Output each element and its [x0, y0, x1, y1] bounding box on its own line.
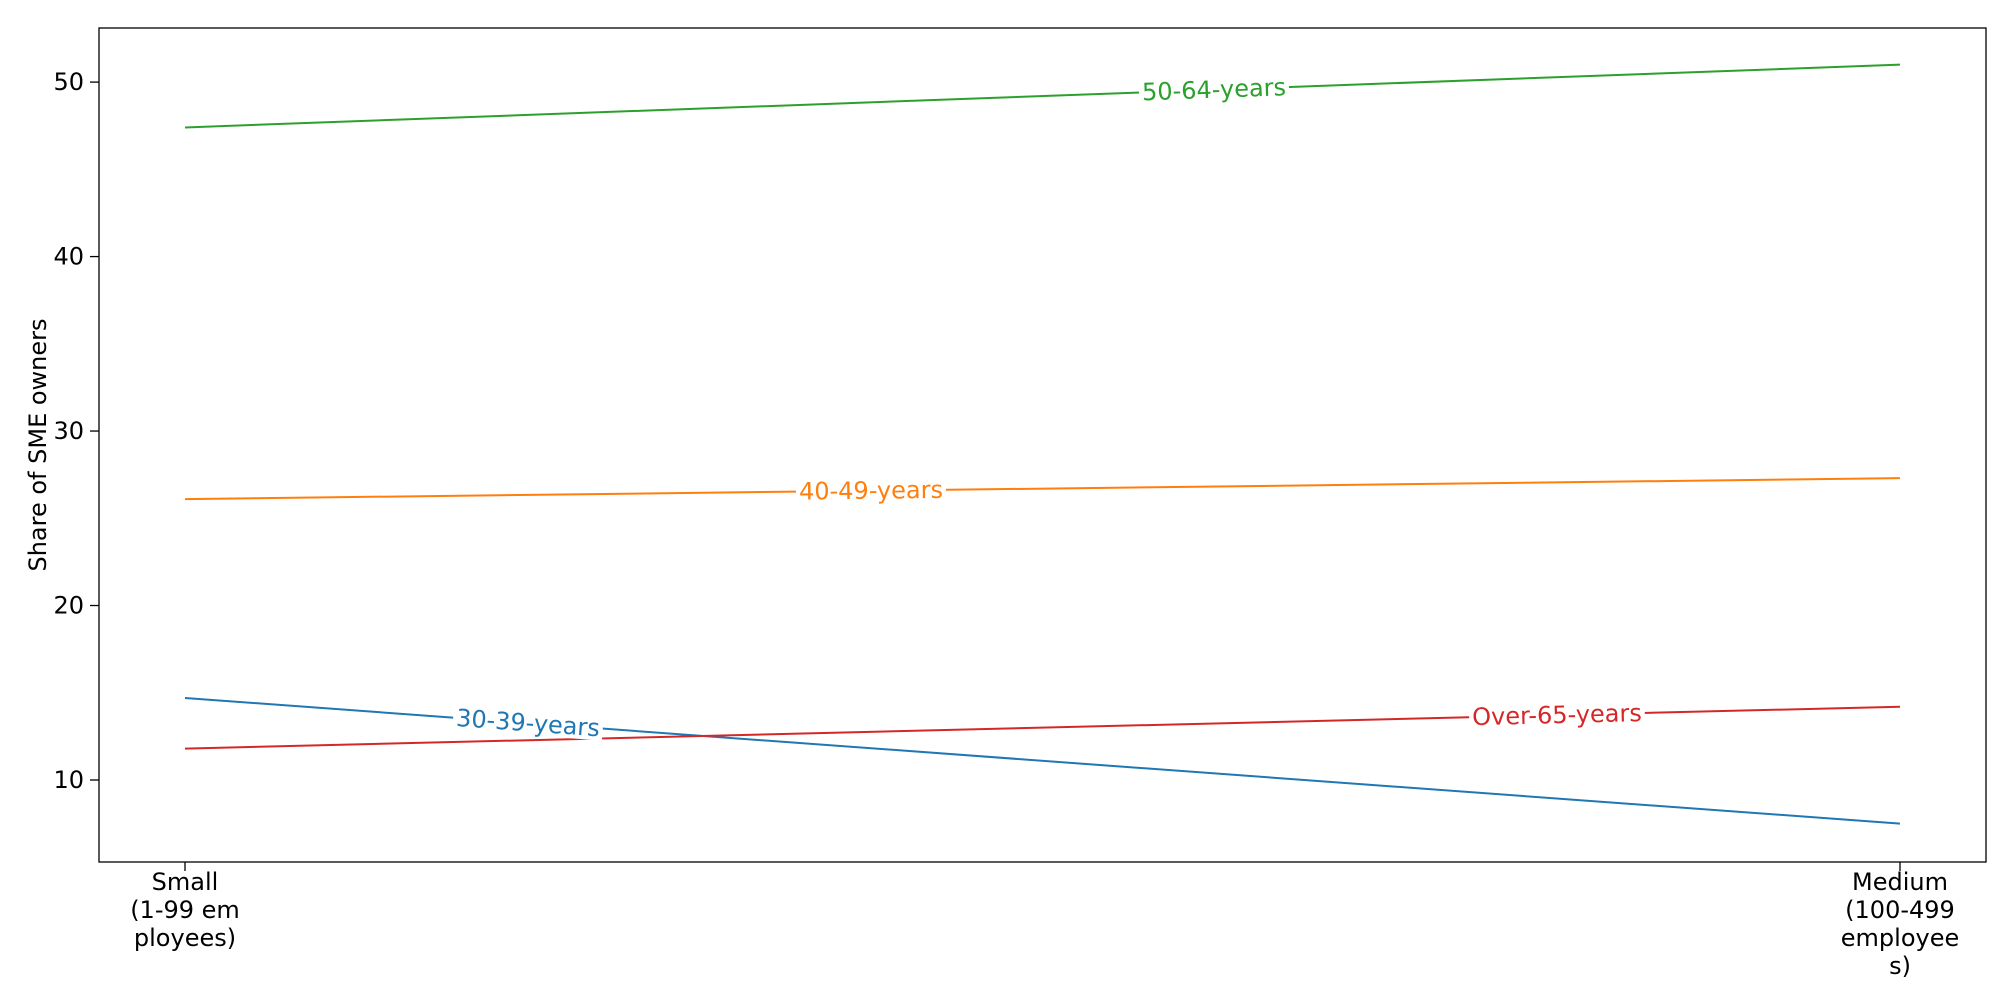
x-tick-label-line: Medium: [1852, 868, 1948, 896]
series-label-background: [1468, 700, 1646, 730]
y-tick-label: 10: [53, 766, 84, 794]
x-tick-label-line: Small: [152, 868, 219, 896]
series-label-layer: 30-39-years40-49-years50-64-yearsOver-65…: [452, 73, 1646, 742]
x-axis: Small (1-99 em ployees) Medium (100-499 emplo…: [130, 862, 1959, 980]
series-label-group: Over-65-years: [1468, 699, 1646, 731]
x-tick-label-line: s): [1889, 952, 1911, 980]
x-tick-label-line: (100-499: [1845, 896, 1955, 924]
x-tick-label: Medium (100-499 employee s): [1841, 868, 1959, 980]
plot-area-frame: [98, 27, 1987, 863]
series-label-50-64-years: 50-64-years: [1142, 73, 1287, 106]
y-axis-label: Share of SME owners: [24, 318, 52, 571]
x-tick-label-line: (1-99 em: [130, 896, 240, 924]
series-label-group: 50-64-years: [1138, 73, 1290, 106]
series-line-50-64-years: [184, 63, 1901, 129]
series-line-40-49-years: [184, 477, 1901, 501]
series-label-group: 40-49-years: [795, 476, 947, 506]
x-tick-label: Small (1-99 em ployees): [130, 868, 240, 952]
series-label-40-49-years: 40-49-years: [799, 476, 943, 506]
y-axis: 10 20 30 40 50: [53, 68, 99, 794]
series-label-background: [795, 477, 947, 504]
series-label-background: [1138, 75, 1290, 105]
series-label-Over-65-years: Over-65-years: [1472, 699, 1642, 731]
y-tick-label: 40: [53, 243, 84, 271]
y-tick-label: 20: [53, 592, 84, 620]
x-tick-label-line: employee: [1841, 924, 1959, 952]
x-tick-label-line: ployees): [134, 924, 236, 952]
y-tick-label: 50: [53, 68, 84, 96]
series-label-background: [452, 705, 604, 741]
y-tick-label: 30: [53, 417, 84, 445]
